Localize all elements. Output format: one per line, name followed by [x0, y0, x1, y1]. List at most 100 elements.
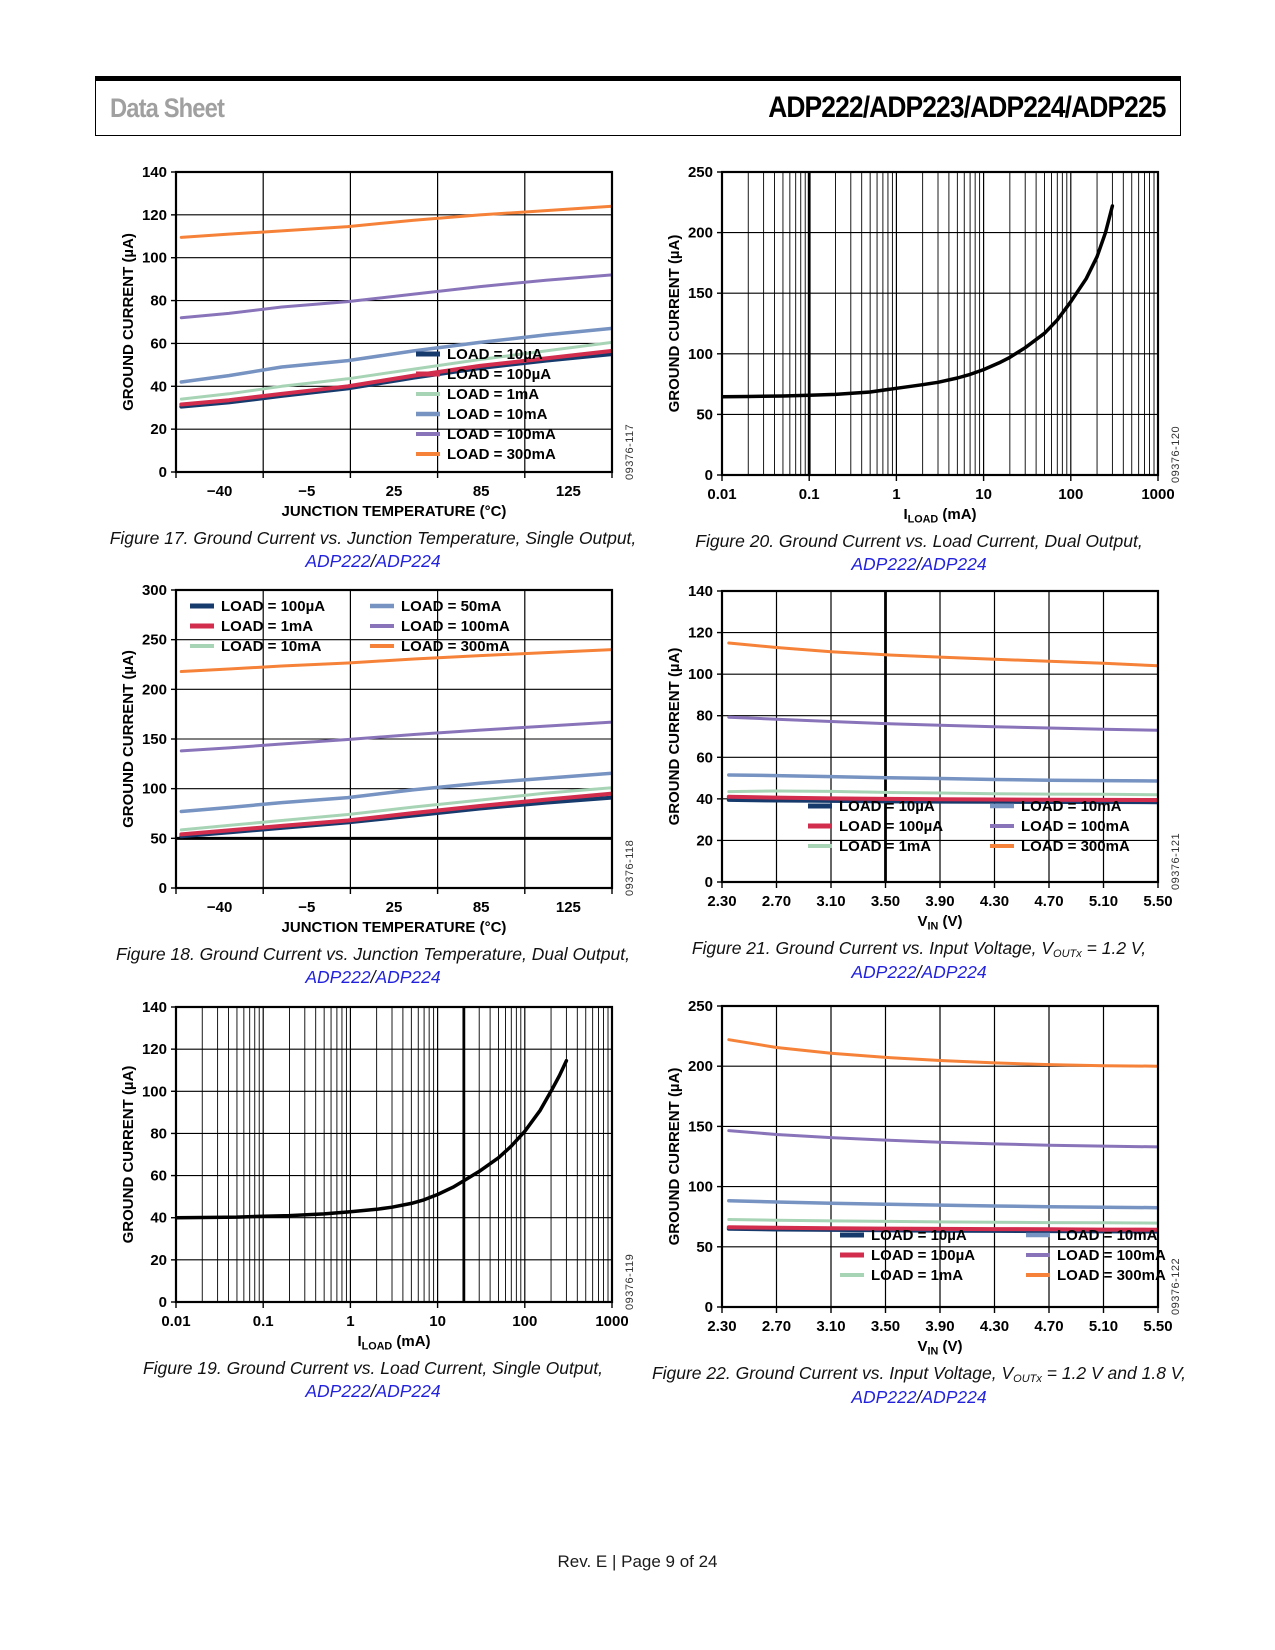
- svg-text:50: 50: [150, 830, 167, 847]
- figure-17-caption: Figure 17. Ground Current vs. Junction T…: [88, 527, 658, 573]
- part-link[interactable]: ADP222: [851, 962, 917, 983]
- caption-text: Figure 18. Ground Current vs. Junction T…: [116, 944, 630, 964]
- svg-text:−5: −5: [298, 483, 315, 500]
- svg-text:0: 0: [705, 1299, 713, 1316]
- svg-text:100: 100: [512, 1313, 537, 1330]
- caption-text: OUTx: [1053, 948, 1082, 960]
- svg-text:LOAD = 10mA: LOAD = 10mA: [221, 638, 322, 655]
- svg-text:−5: −5: [298, 899, 315, 916]
- svg-text:50: 50: [696, 406, 713, 423]
- svg-text:GROUND CURRENT (µA): GROUND CURRENT (µA): [120, 233, 137, 411]
- part-link[interactable]: ADP222: [305, 966, 371, 987]
- svg-text:3.10: 3.10: [816, 893, 845, 910]
- part-link[interactable]: ADP224: [921, 962, 987, 983]
- svg-text:60: 60: [150, 1168, 167, 1185]
- svg-text:50: 50: [696, 1239, 713, 1256]
- part-link[interactable]: ADP224: [375, 550, 441, 571]
- part-link[interactable]: ADP224: [375, 966, 441, 987]
- svg-text:20: 20: [150, 1252, 167, 1269]
- svg-text:5.50: 5.50: [1143, 1318, 1172, 1335]
- svg-text:LOAD = 10mA: LOAD = 10mA: [447, 406, 548, 423]
- svg-text:LOAD = 1mA: LOAD = 1mA: [839, 838, 931, 855]
- doc-type-label: Data Sheet: [110, 92, 225, 123]
- svg-text:LOAD = 100µA: LOAD = 100µA: [221, 598, 325, 615]
- svg-text:1000: 1000: [595, 1313, 628, 1330]
- part-numbers-title: ADP222/ADP223/ADP224/ADP225: [768, 91, 1167, 124]
- svg-text:LOAD = 300mA: LOAD = 300mA: [1021, 838, 1130, 855]
- svg-text:0: 0: [159, 1294, 167, 1311]
- figure-19: 0 20 40 60 80 100 120 140 0.01 0.1 1 10 100 1000 ILOAD…: [118, 995, 636, 1403]
- figure-note: 09376-122: [1170, 1257, 1182, 1315]
- part-link[interactable]: ADP222: [851, 1387, 917, 1408]
- svg-text:0.01: 0.01: [707, 486, 736, 503]
- svg-text:20: 20: [150, 421, 167, 438]
- svg-text:80: 80: [150, 1125, 167, 1142]
- svg-text:LOAD = 100µA: LOAD = 100µA: [871, 1247, 975, 1264]
- caption-text: /: [370, 966, 376, 987]
- svg-text:2.30: 2.30: [707, 893, 736, 910]
- svg-text:120: 120: [688, 625, 713, 642]
- svg-text:LOAD = 10µA: LOAD = 10µA: [839, 798, 935, 815]
- part-link[interactable]: ADP222: [305, 1380, 371, 1401]
- svg-text:2.30: 2.30: [707, 1318, 736, 1335]
- svg-text:−40: −40: [207, 899, 232, 916]
- svg-text:250: 250: [688, 164, 713, 181]
- svg-text:LOAD = 50mA: LOAD = 50mA: [401, 598, 502, 615]
- svg-text:0: 0: [705, 874, 713, 891]
- figure-20: 0 50 100 150 200 250 0.01 0.1 1 10 100 1000 ILOAD (m…: [664, 160, 1182, 576]
- svg-text:140: 140: [142, 164, 167, 181]
- svg-text:LOAD = 1mA: LOAD = 1mA: [871, 1267, 963, 1284]
- svg-text:40: 40: [150, 1210, 167, 1227]
- caption-text: /: [916, 553, 922, 574]
- figure-22: 0 50 100 150 200 250 2.30 2.70 3.10 3.50 3.90 4.30 4…: [652, 994, 1186, 1409]
- svg-text:100: 100: [142, 781, 167, 798]
- svg-text:LOAD = 10µA: LOAD = 10µA: [871, 1227, 967, 1244]
- svg-text:250: 250: [142, 632, 167, 649]
- svg-text:100: 100: [688, 346, 713, 363]
- svg-text:4.30: 4.30: [980, 1318, 1009, 1335]
- figure-20-caption: Figure 20. Ground Current vs. Load Curre…: [634, 530, 1204, 576]
- part-link[interactable]: ADP224: [375, 1380, 441, 1401]
- part-link[interactable]: ADP224: [921, 1387, 987, 1408]
- svg-text:125: 125: [556, 899, 581, 916]
- svg-text:LOAD = 100mA: LOAD = 100mA: [447, 426, 556, 443]
- svg-text:ILOAD (mA): ILOAD (mA): [903, 506, 976, 525]
- svg-text:0.1: 0.1: [253, 1313, 274, 1330]
- figure-note: 09376-117: [624, 423, 636, 480]
- figure-18-caption: Figure 18. Ground Current vs. Junction T…: [88, 943, 658, 989]
- figure-20-chart: 0 50 100 150 200 250 0.01 0.1 1 10 100 1000 ILOAD (m…: [666, 164, 1174, 525]
- figure-19-caption: Figure 19. Ground Current vs. Load Curre…: [88, 1357, 658, 1403]
- part-link[interactable]: ADP222: [305, 550, 371, 571]
- svg-text:60: 60: [150, 335, 167, 352]
- svg-text:5.10: 5.10: [1089, 1318, 1118, 1335]
- part-link[interactable]: ADP222: [851, 553, 917, 574]
- figure-17: 0 20 40 60 80 100 120 140 −40 −5 25 85 125 JUNCTION T…: [110, 160, 637, 573]
- page-header: Data Sheet ADP222/ADP223/ADP224/ADP225: [95, 76, 1181, 136]
- svg-text:150: 150: [688, 1118, 713, 1135]
- figure-21-caption: Figure 21. Ground Current vs. Input Volt…: [634, 937, 1204, 984]
- svg-text:LOAD = 100mA: LOAD = 100mA: [1057, 1247, 1166, 1264]
- svg-text:125: 125: [556, 483, 581, 500]
- svg-text:85: 85: [473, 899, 490, 916]
- svg-text:GROUND CURRENT (µA): GROUND CURRENT (µA): [666, 235, 683, 413]
- caption-text: /: [370, 1380, 376, 1401]
- svg-text:3.90: 3.90: [925, 893, 954, 910]
- svg-text:LOAD = 300mA: LOAD = 300mA: [447, 446, 556, 463]
- svg-text:GROUND CURRENT (µA): GROUND CURRENT (µA): [666, 1068, 683, 1246]
- svg-text:5.10: 5.10: [1089, 893, 1118, 910]
- svg-text:LOAD = 1mA: LOAD = 1mA: [221, 618, 313, 635]
- svg-text:4.70: 4.70: [1034, 893, 1063, 910]
- svg-text:1: 1: [346, 1313, 354, 1330]
- svg-text:120: 120: [142, 1041, 167, 1058]
- caption-text: Figure 20. Ground Current vs. Load Curre…: [695, 531, 1143, 551]
- caption-text: /: [370, 550, 376, 571]
- figure-note: 09376-121: [1170, 832, 1182, 890]
- svg-text:LOAD = 10µA: LOAD = 10µA: [447, 346, 543, 363]
- part-link[interactable]: ADP224: [921, 553, 987, 574]
- figure-note: 09376-120: [1170, 425, 1182, 483]
- svg-text:JUNCTION TEMPERATURE (°C): JUNCTION TEMPERATURE (°C): [282, 919, 507, 936]
- svg-text:300: 300: [142, 582, 167, 599]
- svg-text:120: 120: [142, 207, 167, 224]
- svg-text:0.1: 0.1: [799, 486, 820, 503]
- svg-text:LOAD = 10mA: LOAD = 10mA: [1057, 1227, 1158, 1244]
